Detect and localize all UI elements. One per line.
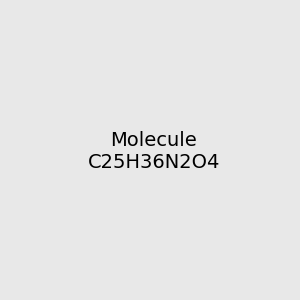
Text: Molecule
C25H36N2O4: Molecule C25H36N2O4 (88, 131, 220, 172)
